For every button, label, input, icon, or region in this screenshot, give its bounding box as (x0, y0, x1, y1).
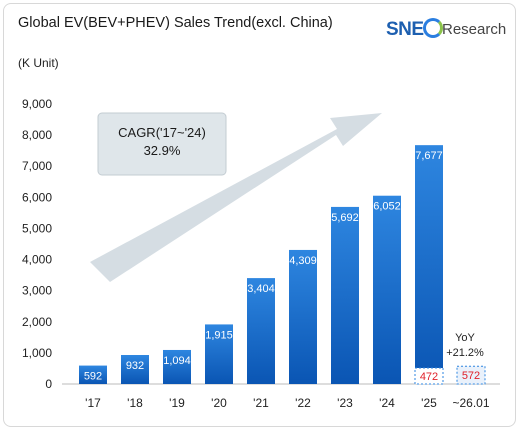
x-tick-label: '20 (211, 396, 227, 410)
bar (456, 365, 486, 385)
bar-value-label: 572 (462, 370, 480, 382)
x-axis: '17 '18 '19 '20 '21 '22 '23 '24 '25 ~26.01 (85, 396, 490, 410)
bar-value-label: 4,309 (289, 255, 317, 267)
bar (415, 145, 443, 384)
y-tick-label: 1,000 (22, 346, 52, 360)
unit-label: (K Unit) (18, 56, 59, 70)
bar-value-label: 1,094 (163, 355, 191, 367)
x-tick-label: '19 (169, 396, 185, 410)
highlight-value-label: 472 (420, 371, 438, 383)
logo-ring-icon (423, 18, 443, 38)
bar (331, 206, 359, 384)
bar (163, 349, 191, 384)
y-tick-label: 4,000 (22, 253, 52, 267)
y-tick-label: 2,000 (22, 315, 52, 329)
bar-value-label: 7,677 (415, 150, 443, 162)
x-tick-label: '18 (127, 396, 143, 410)
bar (373, 195, 401, 384)
bar (289, 249, 317, 384)
bar-value-label: 932 (126, 360, 144, 372)
y-tick-label: 6,000 (22, 190, 52, 204)
x-tick-label: '21 (253, 396, 269, 410)
bars-group: 592 932 1,094 1,915 3,404 4,309 5,692 6,052 7,67… (79, 145, 486, 385)
bar-value-label: 5,692 (331, 212, 359, 224)
bar-value-label: 1,915 (205, 329, 233, 341)
yoy-label: YoY (455, 332, 475, 344)
bar-value-label: 6,052 (373, 201, 401, 213)
growth-arrow-icon (90, 113, 382, 282)
y-axis: 0 1,000 2,000 3,000 4,000 5,000 6,000 7,000 8,00… (22, 97, 500, 391)
chart-title: Global EV(BEV+PHEV) Sales Trend(excl. Ch… (18, 15, 333, 31)
bar (79, 365, 107, 384)
highlight-box (414, 367, 444, 385)
logo-suffix: Research (442, 21, 507, 38)
x-tick-label: '22 (295, 396, 311, 410)
y-tick-label: 8,000 (22, 128, 52, 142)
y-tick-label: 3,000 (22, 284, 52, 298)
bar (121, 355, 149, 384)
x-tick-label: '24 (379, 396, 395, 410)
sne-research-logo: SNE Research (386, 17, 507, 43)
cagr-value: 32.9% (144, 143, 181, 158)
cagr-label: CAGR('17~'24) (118, 125, 206, 140)
bar-value-label: 3,404 (247, 283, 275, 295)
bar-value-label: 592 (84, 371, 102, 383)
y-tick-label: 5,000 (22, 221, 52, 235)
logo-brand: SNE (386, 19, 424, 40)
yoy-value: +21.2% (446, 347, 484, 359)
cagr-callout-box (97, 112, 227, 176)
x-tick-label: ~26.01 (452, 396, 489, 410)
y-tick-label: 7,000 (22, 159, 52, 173)
bar (205, 324, 233, 384)
x-tick-label: '17 (85, 396, 101, 410)
x-tick-label: '23 (337, 396, 353, 410)
y-tick-label: 0 (45, 377, 52, 391)
x-tick-label: '25 (421, 396, 437, 410)
y-tick-label: 9,000 (22, 97, 52, 111)
bar (247, 278, 275, 384)
